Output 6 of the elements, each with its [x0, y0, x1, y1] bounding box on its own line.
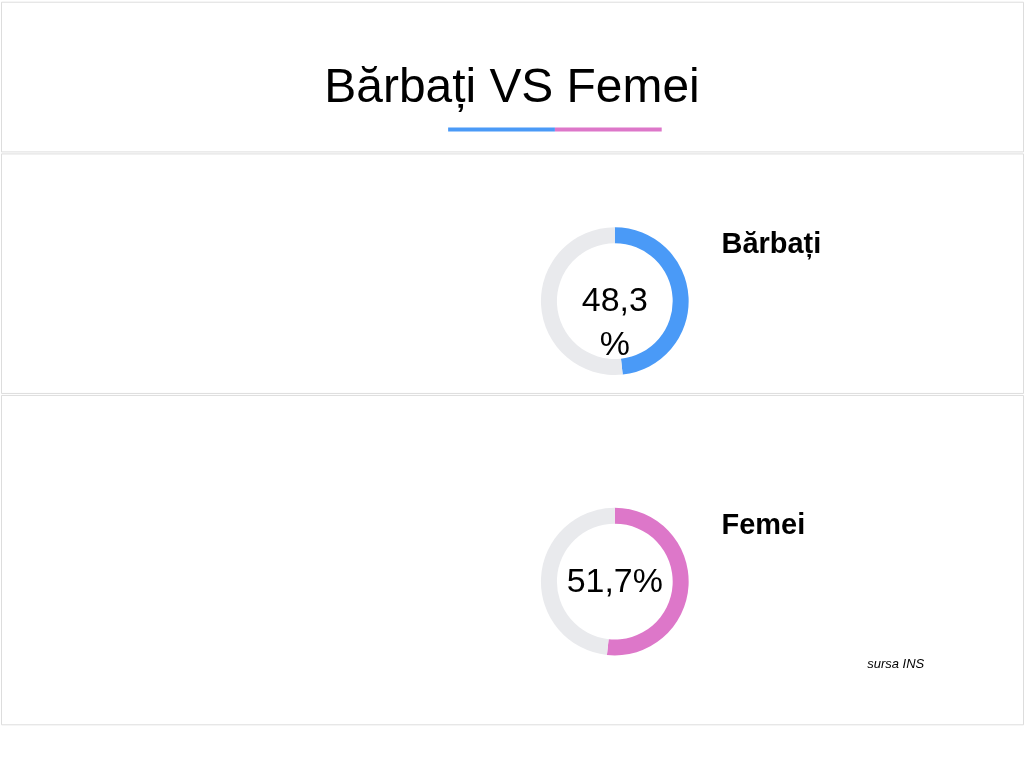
text: Femei — [721, 507, 806, 540]
text: sursa INS — [867, 656, 925, 672]
text: Bărbați — [721, 227, 822, 261]
text: Bărbați VS Femei — [324, 58, 700, 112]
data-label: 51,7% — [566, 560, 663, 599]
data-label: 48,3 % — [581, 280, 648, 363]
